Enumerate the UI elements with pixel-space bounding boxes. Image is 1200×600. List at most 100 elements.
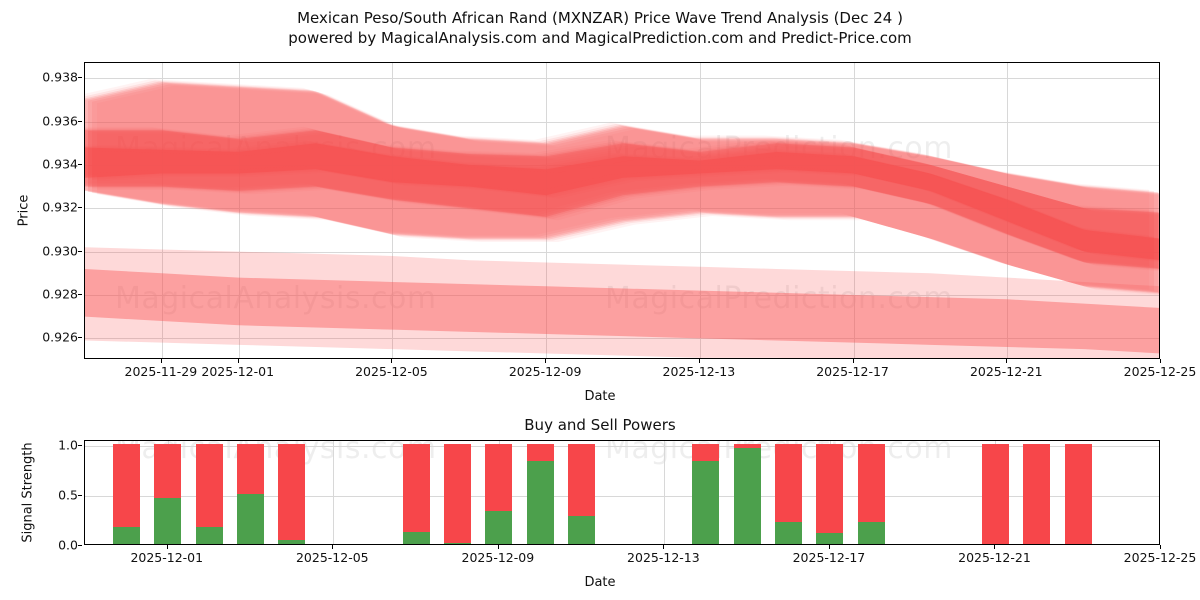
x-tick-label: 2025-12-09 [508,364,582,379]
x-tick-label: 2025-12-05 [295,550,369,565]
bar[interactable] [485,444,513,544]
x-tick-mark [1160,359,1161,363]
y-tick-mark [78,337,82,339]
bar[interactable] [568,444,596,544]
bar-segment-sell [443,444,471,543]
gridline-horizontal [85,121,1159,123]
x-tick-mark [160,359,162,363]
bar[interactable] [443,444,471,544]
bar-segment-sell [526,444,554,461]
bar[interactable] [816,444,844,544]
page-title: Mexican Peso/South African Rand (MXNZAR)… [0,8,1200,48]
y-tick-label: 1.0 [58,437,78,453]
band-upper-mid-band [85,130,1159,269]
gridline-vertical [699,63,701,358]
band-overlay-1 [88,131,1159,270]
y-tick-label: 0.0 [58,537,78,553]
band-overlay-0 [85,142,1158,260]
gridline-vertical [333,441,335,544]
bar[interactable] [195,444,223,544]
bar-segment-buy [154,498,182,544]
bar[interactable] [692,444,720,544]
bar[interactable] [112,444,140,544]
bar-segment-sell [692,444,720,461]
y-tick-label: 0.938 [42,69,78,85]
y-tick-label: 0.926 [42,329,78,345]
x-tick-mark [1006,359,1008,363]
price-band-series [85,79,1159,358]
bar-segment-sell [402,444,430,532]
bar-segment-sell [981,444,1009,544]
x-tick-mark [852,359,854,363]
bar-segment-buy [526,461,554,544]
bar[interactable] [154,444,182,544]
x-tick-mark [332,545,334,549]
band-overlay-4 [85,126,1149,266]
x-axis-label-top: Date [584,389,616,404]
gridline-vertical [546,63,548,358]
y-tick-mark [78,207,82,209]
x-tick-label: 2025-12-01 [201,364,275,379]
bar[interactable] [278,444,306,544]
bar[interactable] [402,444,430,544]
bar-segment-buy [568,516,596,544]
gridline-horizontal [85,78,1159,80]
bar-segment-sell [278,444,306,540]
y-axis-ticks-top: 0.926 0.928 0.930 0.932 0.934 0.936 0.938 [4,62,82,359]
gridline-vertical [1007,63,1009,358]
band-overlay-3 [92,132,1159,271]
bar-segment-buy [857,522,885,544]
x-tick-mark [237,359,239,363]
bar[interactable] [1023,444,1051,544]
x-tick-mark [1160,545,1161,549]
y-axis-ticks-bottom: 0.0 0.5 1.0 [4,437,82,553]
x-axis-label-bottom: Date [584,575,616,590]
gridline-vertical [238,63,240,358]
bar[interactable] [237,444,265,544]
y-tick-mark [78,250,82,252]
x-tick-label: 2025-12-01 [130,550,204,565]
bar-segment-sell [568,444,596,516]
y-tick-mark [78,77,82,79]
band-lower-outer-band [85,247,1159,358]
band-overlay-1 [88,83,1159,294]
x-axis-ticks-top: 2025-11-29 2025-12-01 2025-12-05 2025-12-09… [84,359,1196,384]
y-tick-label: 0.928 [42,286,78,302]
x-tick-mark [828,545,830,549]
bar-segment-sell [816,444,844,533]
x-tick-mark [497,545,499,549]
band-overlay-4 [85,79,1149,290]
y-tick-mark [78,445,82,446]
bar[interactable] [526,444,554,544]
x-tick-label: 2025-11-29 [124,364,198,379]
band-overlay-3 [92,84,1159,294]
bar[interactable] [775,444,803,544]
x-tick-label: 2025-12-25 [1123,364,1197,379]
band-overlay-0 [85,129,1158,269]
band-overlay-2 [85,141,1154,259]
bar[interactable] [857,444,885,544]
band-overlay-3 [92,145,1159,262]
gridline-horizontal [85,496,1159,497]
gridline-vertical [853,63,855,358]
x-tick-label: 2025-12-13 [627,550,700,565]
gridline-horizontal [85,251,1159,253]
x-tick-mark [545,359,547,363]
bar[interactable] [981,444,1009,544]
y-axis-label-bottom: Signal Strength [20,441,36,543]
bar-segment-buy [237,494,265,544]
x-tick-mark [166,545,168,549]
x-tick-label: 2025-12-09 [461,550,535,565]
x-tick-mark [994,545,996,549]
bar-segment-sell [195,444,223,527]
y-tick-label: 0.934 [42,156,78,172]
band-overlay-5 [97,133,1159,272]
gridline-horizontal [85,208,1159,210]
bar-segment-buy [692,461,720,544]
x-tick-mark [698,359,700,363]
bar[interactable] [733,444,761,544]
bar-segment-sell [733,444,761,448]
price-wave-chart: MagicalAnalysis.com MagicalPrediction.com… [84,62,1160,359]
bar[interactable] [1064,444,1092,544]
